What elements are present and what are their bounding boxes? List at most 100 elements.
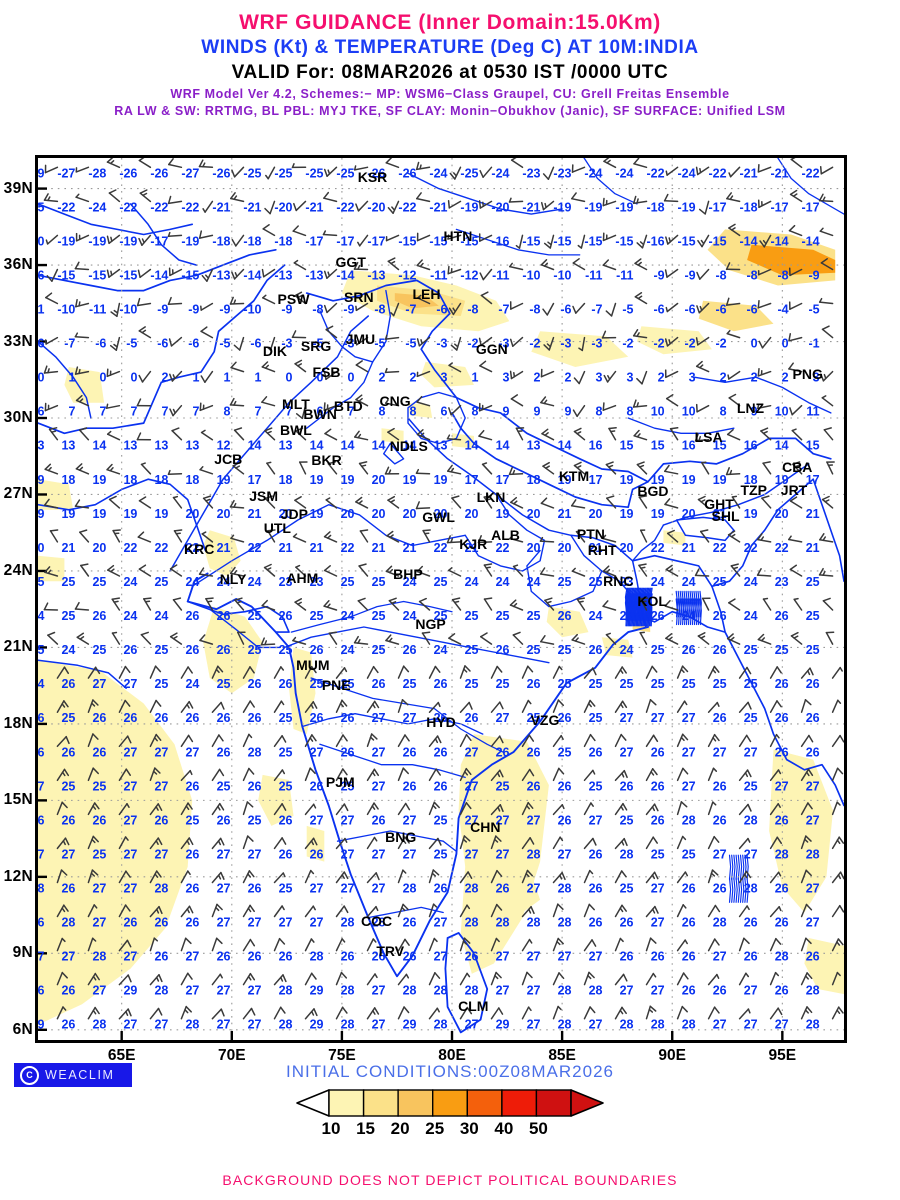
svg-text:28: 28: [806, 1018, 820, 1032]
svg-text:27: 27: [217, 1018, 231, 1032]
svg-text:26: 26: [403, 643, 417, 657]
svg-text:27: 27: [713, 745, 727, 759]
svg-text:20: 20: [465, 507, 479, 521]
svg-text:27: 27: [38, 950, 44, 964]
svg-text:25: 25: [403, 677, 417, 691]
svg-text:15: 15: [651, 439, 665, 453]
page-subtitle: WINDS (Kt) & TEMPERATURE (Deg C) AT 10M:…: [201, 37, 699, 58]
svg-text:26: 26: [589, 745, 603, 759]
svg-text:26: 26: [279, 609, 293, 623]
svg-text:-2: -2: [622, 337, 633, 351]
svg-text:19: 19: [682, 473, 696, 487]
svg-text:28: 28: [92, 950, 106, 964]
svg-text:-22: -22: [647, 166, 665, 180]
svg-text:21: 21: [806, 507, 820, 521]
svg-text:26: 26: [341, 745, 355, 759]
svg-text:28: 28: [589, 984, 603, 998]
page-title: WRF GUIDANCE (Inner Domain:15.0Km): [239, 11, 661, 34]
svg-text:21: 21: [713, 507, 727, 521]
svg-text:23: 23: [775, 575, 789, 589]
svg-text:7: 7: [99, 405, 106, 419]
city-label-srn: SRN: [344, 289, 374, 306]
svg-text:-10: -10: [243, 303, 261, 317]
city-label-ggt: GGT: [335, 254, 366, 271]
svg-text:0: 0: [38, 371, 44, 385]
svg-text:28: 28: [558, 984, 572, 998]
svg-text:26: 26: [682, 882, 696, 896]
svg-text:24: 24: [38, 677, 44, 691]
svg-text:27: 27: [713, 847, 727, 861]
svg-text:-4: -4: [777, 303, 788, 317]
svg-text:26: 26: [154, 711, 168, 725]
svg-text:24: 24: [248, 575, 262, 589]
svg-text:-11: -11: [38, 303, 44, 317]
svg-text:-3: -3: [343, 337, 354, 351]
svg-text:26: 26: [92, 745, 106, 759]
svg-text:19: 19: [217, 473, 231, 487]
svg-text:26: 26: [185, 779, 199, 793]
svg-text:26: 26: [123, 643, 137, 657]
svg-text:-13: -13: [367, 269, 385, 283]
city-label-bkr: BKR: [311, 451, 342, 468]
svg-text:28: 28: [558, 916, 572, 930]
svg-text:16: 16: [682, 439, 696, 453]
svg-text:26: 26: [589, 916, 603, 930]
svg-text:28: 28: [651, 1018, 665, 1032]
svg-text:14: 14: [403, 439, 417, 453]
svg-text:25: 25: [279, 745, 293, 759]
svg-text:24: 24: [185, 677, 199, 691]
svg-text:-2: -2: [467, 337, 478, 351]
weather-map[interactable]: 2926282727282727282928272928272927282728…: [35, 155, 847, 1043]
city-label-png: PNG: [792, 366, 823, 383]
svg-text:27: 27: [61, 950, 75, 964]
svg-text:26: 26: [806, 677, 820, 691]
svg-text:27: 27: [372, 984, 386, 998]
svg-text:26: 26: [775, 984, 789, 998]
svg-text:27: 27: [465, 779, 479, 793]
svg-text:27: 27: [465, 745, 479, 759]
svg-text:26: 26: [185, 643, 199, 657]
svg-text:-2: -2: [653, 337, 664, 351]
svg-text:24: 24: [38, 609, 44, 623]
svg-text:24: 24: [744, 575, 758, 589]
svg-text:26: 26: [217, 813, 231, 827]
svg-text:27: 27: [123, 847, 137, 861]
svg-text:26: 26: [248, 882, 262, 896]
svg-text:26: 26: [372, 813, 386, 827]
svg-text:13: 13: [527, 439, 541, 453]
svg-text:26: 26: [651, 745, 665, 759]
colorbar-tick-40: 40: [494, 1119, 514, 1138]
svg-text:26: 26: [403, 916, 417, 930]
svg-text:27: 27: [372, 711, 386, 725]
svg-text:26: 26: [248, 677, 262, 691]
svg-text:27: 27: [806, 916, 820, 930]
svg-text:26: 26: [713, 609, 727, 623]
svg-text:-8: -8: [374, 303, 385, 317]
svg-text:-17: -17: [336, 234, 354, 248]
svg-text:-6: -6: [436, 303, 447, 317]
svg-text:-21: -21: [771, 166, 789, 180]
city-label-ksr: KSR: [357, 169, 388, 186]
svg-text:-15: -15: [57, 269, 75, 283]
svg-text:28: 28: [154, 882, 168, 896]
city-label-ggn: GGN: [475, 340, 508, 357]
svg-text:20: 20: [558, 541, 572, 555]
svg-text:-7: -7: [405, 303, 416, 317]
svg-text:-18: -18: [647, 200, 665, 214]
svg-text:26: 26: [217, 609, 231, 623]
svg-text:25: 25: [61, 711, 75, 725]
svg-text:25: 25: [38, 643, 44, 657]
svg-text:20: 20: [589, 507, 603, 521]
svg-text:26: 26: [713, 882, 727, 896]
scheme-line-2: RA LW & SW: RRTMG, BL PBL: MYJ TKE, SF C…: [114, 104, 786, 118]
svg-text:25: 25: [620, 882, 634, 896]
svg-text:27: 27: [310, 916, 324, 930]
svg-text:26: 26: [651, 813, 665, 827]
svg-text:19: 19: [154, 507, 168, 521]
svg-text:-15: -15: [709, 234, 727, 248]
svg-text:27: 27: [496, 813, 510, 827]
svg-text:25: 25: [465, 643, 479, 657]
svg-text:16: 16: [589, 439, 603, 453]
svg-text:27: 27: [682, 711, 696, 725]
svg-text:26: 26: [217, 950, 231, 964]
